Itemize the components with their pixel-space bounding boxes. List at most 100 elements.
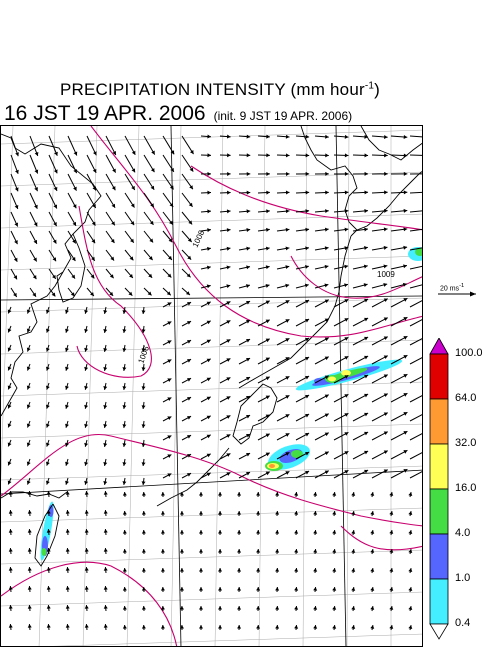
- wind-arrow-head: [265, 265, 270, 270]
- wind-arrow-shaft: [409, 395, 422, 403]
- wind-arrow-head: [91, 221, 96, 226]
- wind-arrow-head: [218, 530, 223, 534]
- isobar-label: 1009: [377, 270, 395, 279]
- wind-arrow-head: [167, 302, 172, 306]
- wind-arrow-head: [403, 208, 408, 213]
- wind-arrow-shaft: [409, 228, 422, 232]
- wind-arrow-head: [160, 511, 165, 515]
- wind-arrow-head: [148, 273, 153, 278]
- wind-arrow-head: [92, 168, 97, 173]
- wind-arrow-head: [364, 336, 369, 341]
- wind-arrow-head: [364, 317, 369, 322]
- wind-arrow-head: [207, 228, 211, 233]
- wind-arrow-head: [84, 309, 89, 314]
- wind-arrow-head: [84, 480, 89, 485]
- wind-arrow-head: [45, 347, 50, 352]
- colorbar-level-label: 32.0: [455, 437, 477, 449]
- wind-arrow-head: [344, 153, 349, 158]
- wind-arrow-head: [109, 274, 114, 279]
- meridian: [258, 126, 266, 646]
- wind-arrow-head: [167, 378, 172, 382]
- wind-arrow-head: [370, 625, 375, 629]
- wind-arrow-head: [384, 171, 388, 176]
- wind-arrow-head: [111, 203, 116, 208]
- wind-arrow-head: [179, 549, 184, 553]
- wind-arrow-head: [141, 329, 146, 333]
- wind-arrow-head: [332, 606, 337, 610]
- wind-arrow-head: [207, 209, 211, 214]
- wind-arrow-head: [65, 385, 69, 390]
- wind-arrow-head: [169, 203, 174, 208]
- wind-arrow-head: [275, 549, 280, 553]
- wind-arrow-head: [408, 587, 413, 591]
- wind-arrow-head: [112, 168, 116, 173]
- wind-arrow-head: [84, 328, 89, 333]
- wind-arrow-head: [122, 492, 127, 496]
- wind-arrow-head: [103, 462, 108, 466]
- wind-arrow-head: [226, 396, 231, 400]
- wind-arrow-head: [46, 548, 51, 552]
- wind-arrow-head: [199, 625, 203, 629]
- wind-arrow-head: [187, 302, 192, 306]
- wind-arrow-head: [167, 397, 172, 401]
- wind-arrow-head: [65, 347, 69, 352]
- wind-arrow-head: [46, 491, 51, 495]
- wind-arrow-head: [206, 301, 211, 306]
- wind-arrow-head: [265, 338, 270, 343]
- wind-arrow-head: [246, 227, 251, 232]
- wind-arrow-head: [7, 385, 12, 390]
- wind-arrow-head: [305, 264, 309, 269]
- wind-arrow-head: [112, 151, 116, 156]
- wind-arrow-head: [389, 549, 394, 553]
- wind-arrow-head: [185, 291, 190, 296]
- wind-arrow-head: [7, 404, 12, 409]
- wind-arrow-head: [8, 586, 13, 590]
- wind-arrow-shaft: [409, 210, 422, 213]
- wind-arrow-head: [26, 309, 31, 314]
- wind-arrow-head: [189, 167, 194, 172]
- wind-arrow-head: [46, 567, 51, 571]
- wind-arrow-head: [206, 339, 211, 344]
- wind-arrow-head: [149, 220, 154, 225]
- wind-arrow-head: [91, 256, 95, 261]
- precipitation-layer: [40, 247, 422, 561]
- domain-boundary: [1, 295, 422, 301]
- coast-kurils: [356, 171, 422, 231]
- wind-arrow-shaft: [409, 433, 422, 441]
- wind-arrow-head: [14, 222, 19, 227]
- coastlines: [1, 126, 422, 567]
- wind-arrow-head: [141, 587, 146, 591]
- wind-arrow-head: [313, 511, 318, 515]
- wind-arrow-head: [179, 625, 184, 629]
- wind-arrow-head: [84, 567, 89, 571]
- wind-arrow-head: [389, 587, 394, 591]
- wind-arrow-head: [403, 469, 408, 473]
- wind-arrow-head: [351, 530, 356, 534]
- colorbar-level-label: 1.0: [455, 572, 471, 584]
- parallel: [1, 297, 422, 313]
- wind-arrow-head: [364, 469, 369, 474]
- wind-arrow-head: [206, 453, 211, 458]
- wind-arrow-head: [246, 171, 251, 176]
- wind-arrow-head: [285, 338, 290, 342]
- wind-arrow-head: [324, 283, 329, 288]
- wind-arrow-head: [53, 186, 58, 191]
- wind-arrow-head: [141, 625, 146, 629]
- wind-arrow-head: [52, 257, 57, 262]
- wind-arrow-head: [344, 299, 349, 303]
- wind-arrow-head: [384, 190, 388, 195]
- wind-arrow-head: [285, 433, 290, 437]
- wind-arrow-head: [84, 624, 89, 628]
- wind-arrow-head: [122, 625, 127, 629]
- wind-arrow-head: [389, 511, 394, 515]
- wind-arrow-head: [27, 548, 32, 552]
- wind-arrow-head: [7, 366, 12, 371]
- wind-arrow-head: [325, 190, 329, 195]
- wind-arrow-head: [246, 153, 251, 158]
- wind-arrow-head: [84, 442, 89, 447]
- wind-arrow-head: [130, 238, 134, 243]
- wind-arrow-head: [265, 433, 270, 438]
- wind-arrow-head: [344, 451, 349, 455]
- domain-boundary: [1, 469, 422, 495]
- isobar: [90, 126, 422, 338]
